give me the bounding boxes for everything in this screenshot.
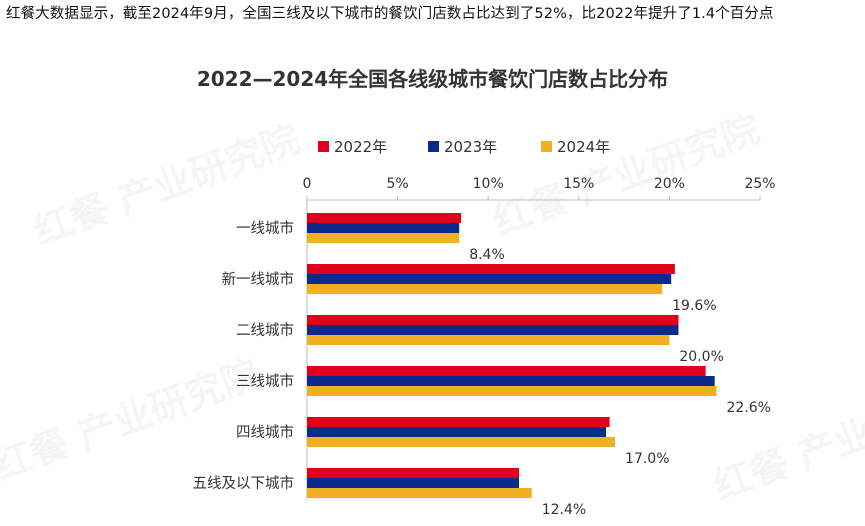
- bar-2024年: [307, 386, 717, 396]
- legend-label: 2024年: [557, 138, 610, 156]
- watermark-text: 红餐 产业研究院: [488, 107, 765, 244]
- legend-swatch: [318, 141, 329, 152]
- data-label: 17.0%: [625, 451, 669, 467]
- x-tick-label: 5%: [386, 176, 408, 192]
- bar-2022年: [307, 417, 610, 427]
- data-label: 20.0%: [679, 349, 723, 365]
- legend: 2022年 2023年 2024年: [318, 138, 610, 156]
- bar-2024年: [307, 335, 670, 345]
- bar-2022年: [307, 213, 462, 223]
- chart-title: 2022—2024年全国各线级城市餐饮门店数占比分布: [196, 67, 669, 91]
- bar-2022年: [307, 366, 706, 376]
- bars: [307, 213, 717, 498]
- bar-2024年: [307, 437, 616, 447]
- bar-2023年: [307, 478, 520, 488]
- x-tick-label: 25%: [744, 176, 775, 192]
- watermark-text: 红餐 产业研究院: [0, 352, 265, 489]
- category-label: 四线城市: [236, 424, 294, 441]
- data-label: 19.6%: [672, 298, 716, 314]
- x-tick-label: 20%: [654, 176, 685, 192]
- data-label: 8.4%: [469, 247, 505, 263]
- x-tick-label: 15%: [563, 176, 594, 192]
- x-tick-label: 0: [303, 176, 312, 192]
- legend-label: 2022年: [334, 138, 387, 156]
- bar-2023年: [307, 376, 715, 386]
- watermark-text: 红餐 产业研究院: [708, 372, 865, 509]
- bar-2023年: [307, 427, 606, 437]
- category-label: 二线城市: [236, 322, 294, 339]
- category-label: 三线城市: [236, 373, 294, 390]
- headline-text: 红餐大数据显示，截至2024年9月，全国三线及以下城市的餐饮门店数占比达到了52…: [6, 6, 774, 22]
- data-label: 22.6%: [727, 400, 771, 416]
- bar-2022年: [307, 468, 520, 478]
- category-label: 五线及以下城市: [193, 475, 295, 492]
- bar-2022年: [307, 315, 679, 325]
- labels: 一线城市 8.4% 新一线城市 19.6% 二线城市 20.0% 三线城市 22.6% 四线城市…: [193, 220, 771, 518]
- legend-swatch: [541, 141, 552, 152]
- legend-swatch: [428, 141, 439, 152]
- data-label: 12.4%: [542, 502, 586, 518]
- bar-2024年: [307, 488, 532, 498]
- category-label: 一线城市: [236, 220, 294, 237]
- watermarks: 红餐 产业研究院红餐 产业研究院红餐 产业研究院红餐 产业研究院: [0, 107, 865, 509]
- bar-2022年: [307, 264, 675, 274]
- bar-2023年: [307, 325, 679, 335]
- legend-label: 2023年: [444, 138, 497, 156]
- bar-2023年: [307, 223, 460, 233]
- category-label: 新一线城市: [222, 271, 295, 288]
- bar-2023年: [307, 274, 672, 284]
- bar-2024年: [307, 233, 460, 243]
- x-axis: 0 5% 10% 15% 20% 25%: [303, 176, 776, 500]
- bar-2024年: [307, 284, 663, 294]
- x-tick-label: 10%: [473, 176, 504, 192]
